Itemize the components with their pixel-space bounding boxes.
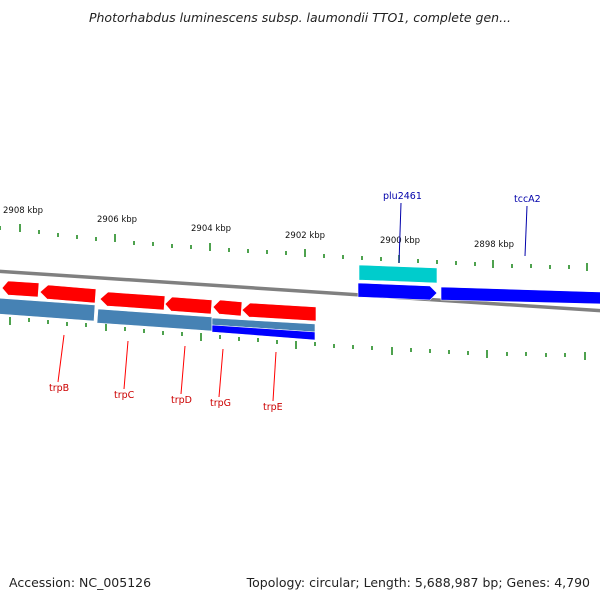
cds-bar[interactable] (0, 297, 96, 322)
gene-label[interactable]: tccA2 (514, 194, 541, 205)
kbp-label: 2898 kbp (474, 240, 514, 250)
inner-ticks (9, 317, 586, 360)
forward-genes (357, 264, 600, 305)
gene-arrow[interactable] (241, 302, 317, 322)
accession-text: Accession: NC_005126 (9, 575, 152, 590)
cds-bar[interactable] (211, 324, 316, 341)
kbp-scale: 2908 kbp 2906 kbp 2904 kbp 2902 kbp 2900… (3, 206, 514, 250)
gene-label[interactable]: trpD (171, 395, 192, 406)
kbp-label: 2904 kbp (191, 224, 231, 234)
gene-arrow[interactable] (357, 282, 438, 301)
gene-arrow[interactable] (164, 296, 213, 315)
gene-box[interactable] (358, 264, 438, 284)
gene-label[interactable]: trpE (263, 402, 283, 413)
gene-arrow[interactable] (212, 299, 243, 317)
reverse-cds (0, 297, 316, 341)
label-leaders (57, 202, 528, 402)
gene-arrow[interactable] (440, 286, 600, 305)
gene-label[interactable]: trpC (114, 390, 135, 401)
genome-backbone (0, 269, 600, 313)
topology-text: Topology: circular; Length: 5,688,987 bp… (246, 575, 590, 590)
gene-arrow[interactable] (1, 280, 40, 298)
kbp-label: 2902 kbp (285, 231, 325, 241)
gene-label[interactable]: plu2461 (383, 191, 422, 202)
kbp-label: 2906 kbp (97, 215, 137, 225)
map-title: Photorhabdus luminescens subsp. laumondi… (88, 10, 512, 25)
gene-arrow[interactable] (99, 291, 166, 311)
gene-arrow[interactable] (39, 284, 97, 304)
gene-label[interactable]: trpG (210, 398, 231, 409)
reverse-genes (1, 280, 317, 322)
kbp-label: 2908 kbp (3, 206, 43, 216)
gene-label[interactable]: trpB (49, 383, 69, 394)
